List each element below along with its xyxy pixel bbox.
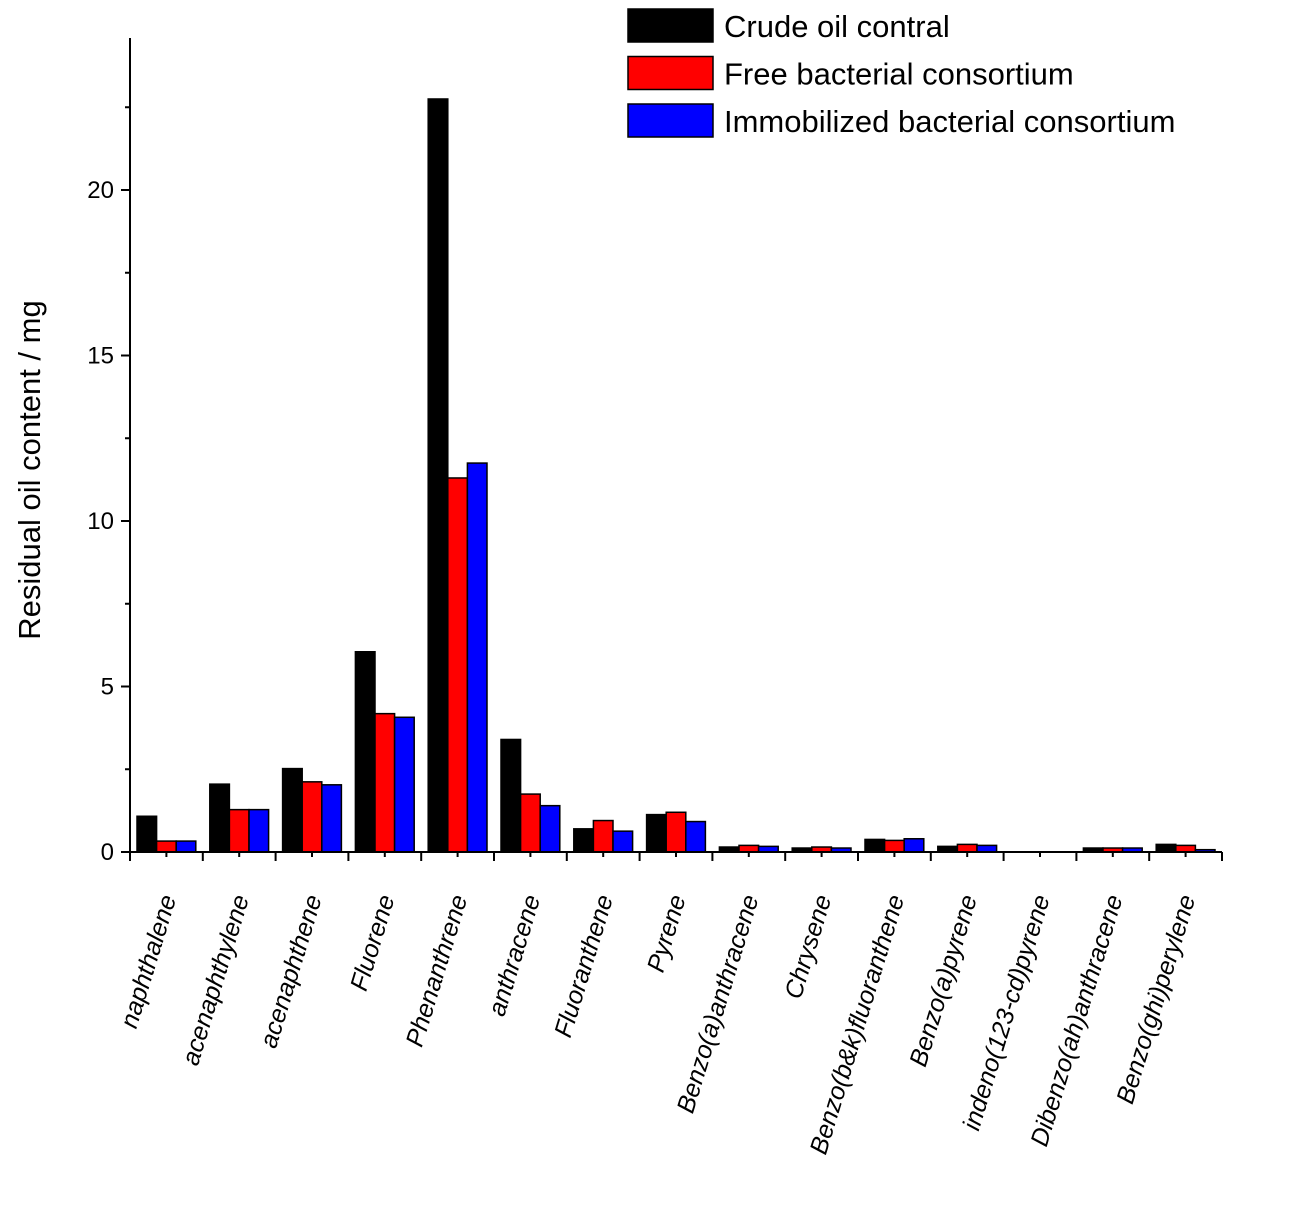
bar-benzo-a-pyrene-free-bacterial-consortium bbox=[956, 843, 978, 853]
bar-fluorene-immobilized-bacterial-consortium bbox=[393, 716, 415, 853]
legend-swatch-immobilized-bacterial-consortium bbox=[627, 103, 714, 138]
y-axis: 0 5 10 15 20 bbox=[87, 38, 131, 866]
bar-phenanthrene-free-bacterial-consortium bbox=[447, 477, 469, 853]
bar-pyrene-immobilized-bacterial-consortium bbox=[685, 820, 707, 853]
bar-anthracene-immobilized-bacterial-consortium bbox=[539, 804, 561, 853]
y-tick-label: 5 bbox=[101, 674, 114, 701]
bar-fluoranthene-free-bacterial-consortium bbox=[592, 819, 614, 853]
plot-area bbox=[136, 98, 1216, 853]
y-axis-label: Residual oil content / mg bbox=[12, 300, 47, 639]
x-tick-label: naphthalene bbox=[115, 892, 182, 1032]
bar-benzo-ghi-perylene-crude-oil-contral bbox=[1155, 843, 1177, 853]
bar-acenaphthene-crude-oil-contral bbox=[281, 767, 303, 853]
x-tick-label: Benzo(a)anthracene bbox=[672, 892, 765, 1117]
bar-acenaphthene-free-bacterial-consortium bbox=[301, 781, 323, 853]
bar-acenaphthylene-immobilized-bacterial-consortium bbox=[248, 808, 270, 853]
bar-benzo-b-k-fluoranthene-free-bacterial-consortium bbox=[883, 839, 905, 853]
legend-label-immobilized-bacterial-consortium: Immobilized bacterial consortium bbox=[724, 104, 1175, 139]
legend-swatch-crude-oil-contral bbox=[627, 8, 714, 43]
x-tick-label: Phenanthrene bbox=[401, 892, 474, 1050]
y-tick-label: 0 bbox=[101, 839, 114, 866]
bar-fluorene-free-bacterial-consortium bbox=[374, 712, 396, 853]
legend-label-free-bacterial-consortium: Free bacterial consortium bbox=[724, 57, 1074, 92]
legend: Crude oil contral Free bacterial consorti… bbox=[627, 8, 1175, 139]
bar-fluoranthene-immobilized-bacterial-consortium bbox=[612, 830, 634, 853]
bar-benzo-b-k-fluoranthene-immobilized-bacterial-consortium bbox=[903, 838, 925, 853]
bar-pyrene-crude-oil-contral bbox=[645, 813, 667, 853]
y-tick-label: 15 bbox=[87, 343, 114, 370]
bar-acenaphthylene-crude-oil-contral bbox=[209, 783, 231, 853]
bar-benzo-b-k-fluoranthene-crude-oil-contral bbox=[864, 838, 886, 853]
bar-acenaphthylene-free-bacterial-consortium bbox=[228, 808, 250, 853]
legend-label-crude-oil-contral: Crude oil contral bbox=[724, 9, 950, 44]
x-tick-label: acenaphthene bbox=[255, 892, 328, 1052]
bar-phenanthrene-crude-oil-contral bbox=[427, 98, 449, 853]
bar-anthracene-crude-oil-contral bbox=[500, 738, 522, 853]
y-tick-label: 20 bbox=[87, 177, 114, 204]
bar-phenanthrene-immobilized-bacterial-consortium bbox=[466, 462, 488, 853]
bar-fluoranthene-crude-oil-contral bbox=[573, 828, 595, 853]
x-tick-label: Pyrene bbox=[642, 892, 692, 976]
bar-fluorene-crude-oil-contral bbox=[354, 651, 376, 853]
x-tick-label: acenaphthylene bbox=[177, 892, 255, 1069]
x-tick-label: anthracene bbox=[483, 892, 546, 1020]
x-tick-label: Fluorene bbox=[345, 892, 401, 995]
bar-naphthalene-immobilized-bacterial-consortium bbox=[175, 840, 197, 853]
x-tick-label: Chrysene bbox=[779, 892, 837, 1003]
x-tick-label: Benzo(ghi)perylene bbox=[1111, 892, 1201, 1108]
bar-naphthalene-crude-oil-contral bbox=[136, 815, 158, 853]
x-tick-label: Fluoranthene bbox=[549, 892, 619, 1041]
bar-naphthalene-free-bacterial-consortium bbox=[155, 840, 177, 853]
bar-anthracene-free-bacterial-consortium bbox=[519, 793, 541, 853]
legend-swatch-free-bacterial-consortium bbox=[627, 55, 714, 91]
bar-acenaphthene-immobilized-bacterial-consortium bbox=[321, 784, 343, 853]
x-tick-label: Benzo(a)pyrene bbox=[904, 892, 983, 1070]
bar-pyrene-free-bacterial-consortium bbox=[665, 811, 687, 853]
y-tick-label: 10 bbox=[87, 508, 114, 535]
